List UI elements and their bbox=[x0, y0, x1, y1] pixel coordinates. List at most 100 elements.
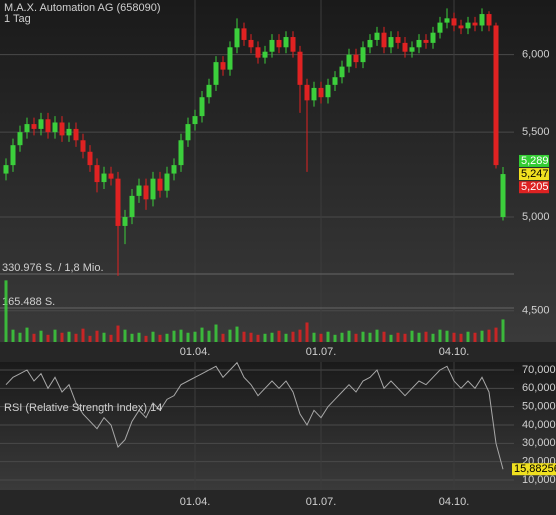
candle-body bbox=[136, 185, 142, 196]
chart-subtitle: 1 Tag bbox=[4, 13, 31, 25]
volume-bar bbox=[494, 327, 498, 342]
candle-body bbox=[94, 165, 100, 183]
volume-bar bbox=[116, 325, 120, 342]
quote-label: 5,205 bbox=[521, 181, 549, 193]
candle-body bbox=[17, 132, 23, 146]
candle-body bbox=[304, 84, 310, 101]
volume-bar bbox=[109, 334, 113, 342]
y-tick-label: 50,000 bbox=[522, 401, 556, 413]
volume-bar bbox=[438, 329, 442, 342]
candle-body bbox=[255, 47, 261, 58]
volume-bar bbox=[221, 333, 225, 342]
volume-bar bbox=[74, 333, 78, 342]
volume-bar bbox=[32, 333, 36, 342]
volume-bar bbox=[4, 280, 8, 342]
quote-label: 5,289 bbox=[521, 155, 549, 167]
candle-body bbox=[73, 128, 79, 141]
rsi-line bbox=[5, 361, 504, 470]
candle-body bbox=[486, 14, 492, 26]
volume-bar bbox=[305, 322, 309, 342]
volume-bar bbox=[214, 324, 218, 342]
x-tick-label: 01.04. bbox=[180, 496, 211, 508]
volume-bar bbox=[158, 334, 162, 342]
rsi-title: RSI (Relative Strength Index) 14 bbox=[4, 402, 162, 414]
candle-body bbox=[108, 173, 114, 179]
candle-body bbox=[388, 37, 394, 48]
volume-bar bbox=[179, 329, 183, 342]
volume-bar bbox=[53, 329, 57, 342]
candle-body bbox=[241, 28, 247, 40]
volume-bar bbox=[249, 332, 253, 342]
candle-body bbox=[346, 54, 352, 67]
y-tick-label: 5,000 bbox=[522, 211, 550, 223]
candle-body bbox=[290, 37, 296, 52]
x-tick-label: 01.07. bbox=[306, 496, 337, 508]
candle-body bbox=[479, 14, 485, 26]
candle-body bbox=[157, 178, 163, 191]
volume-bar bbox=[291, 331, 295, 342]
volume-bar bbox=[102, 332, 106, 342]
candle-body bbox=[451, 18, 457, 26]
volume-bar bbox=[375, 329, 379, 342]
candle-body bbox=[206, 84, 212, 98]
y-tick-label: 10,000 bbox=[522, 474, 556, 486]
volume-bar bbox=[340, 332, 344, 342]
candle-body bbox=[325, 84, 331, 98]
volume-bar bbox=[382, 331, 386, 342]
candle-body bbox=[3, 165, 9, 174]
candle-body bbox=[115, 178, 121, 226]
candle-body bbox=[437, 22, 443, 33]
volume-bar bbox=[431, 333, 435, 342]
volume-bar bbox=[263, 333, 267, 342]
candle-body bbox=[164, 173, 170, 191]
candle-body bbox=[423, 39, 429, 43]
volume-bar bbox=[186, 332, 190, 342]
y-tick-label: 30,000 bbox=[522, 437, 556, 449]
candle-body bbox=[234, 28, 240, 48]
volume-bar bbox=[228, 329, 232, 342]
volume-bar bbox=[242, 331, 246, 342]
y-tick-label: 4,500 bbox=[522, 305, 550, 317]
volume-bar bbox=[151, 331, 155, 342]
last-value-box bbox=[512, 463, 556, 476]
candle-body bbox=[472, 22, 478, 26]
candle-body bbox=[311, 87, 317, 101]
candle-body bbox=[353, 54, 359, 63]
volume-bar bbox=[347, 330, 351, 342]
volume-bar bbox=[396, 332, 400, 342]
candle-body bbox=[493, 25, 499, 166]
x-tick-label: 04.10. bbox=[439, 496, 470, 508]
candle-body bbox=[24, 124, 30, 133]
y-tick-label: 6,000 bbox=[522, 49, 550, 61]
volume-bar bbox=[445, 330, 449, 342]
volume-bar bbox=[333, 334, 337, 342]
volume-bar bbox=[284, 333, 288, 342]
candle-body bbox=[227, 47, 233, 70]
y-tick-label: 5,500 bbox=[522, 126, 550, 138]
volume-bar bbox=[319, 333, 323, 342]
candle-body bbox=[381, 32, 387, 48]
last-value-label: 15,88256 bbox=[514, 463, 556, 475]
candle-body bbox=[444, 18, 450, 23]
candle-body bbox=[52, 122, 58, 133]
volume-bar bbox=[424, 331, 428, 342]
volume-bar bbox=[67, 331, 71, 342]
candle-body bbox=[122, 216, 128, 226]
volume-bar bbox=[417, 332, 421, 342]
y-tick-label: 40,000 bbox=[522, 419, 556, 431]
candle-body bbox=[395, 37, 401, 43]
y-tick-label: 70,000 bbox=[522, 364, 556, 376]
candle-body bbox=[458, 25, 464, 29]
volume-bar bbox=[312, 332, 316, 342]
candle-body bbox=[269, 39, 275, 52]
x-tick-label: 01.07. bbox=[306, 346, 337, 358]
volume-bar bbox=[452, 332, 456, 342]
rsi-panel bbox=[0, 362, 556, 490]
candle-body bbox=[185, 124, 191, 141]
quote-box bbox=[519, 154, 549, 167]
candle-body bbox=[80, 140, 86, 152]
volume-bar bbox=[270, 332, 274, 342]
volume-bar bbox=[298, 329, 302, 342]
volume-bar bbox=[235, 326, 239, 342]
